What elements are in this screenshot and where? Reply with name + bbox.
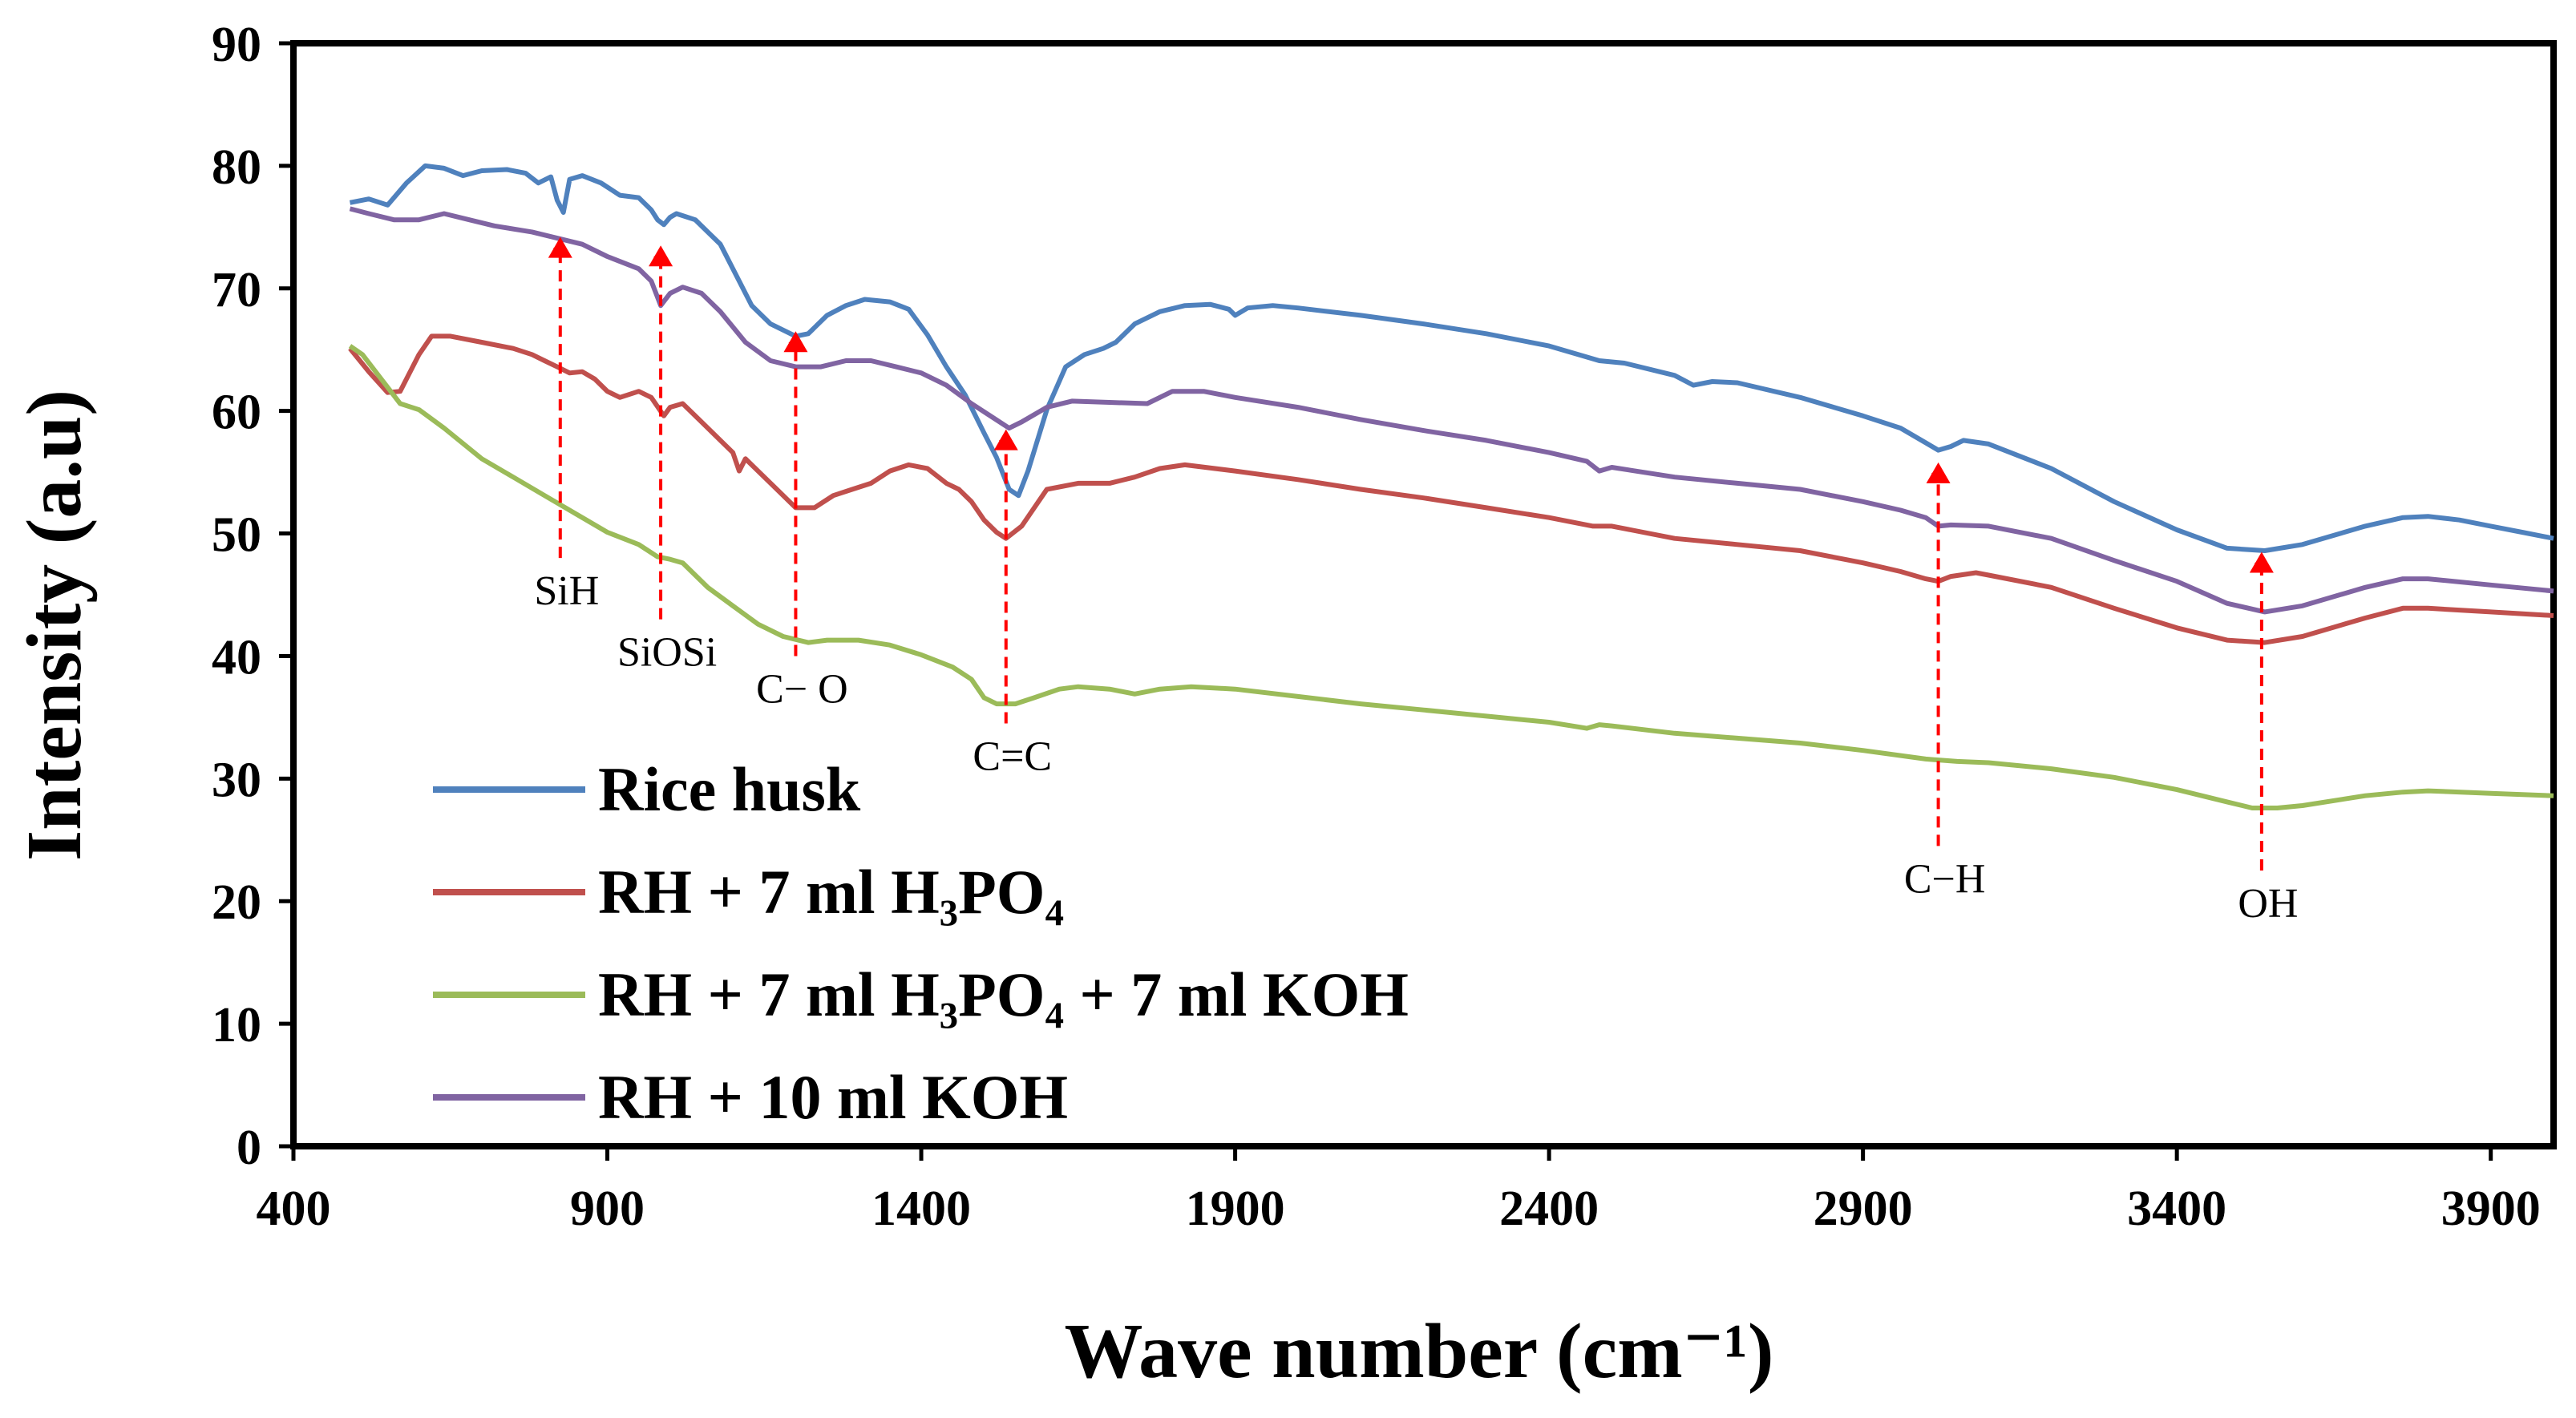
y-tick-label: 80 — [212, 140, 261, 195]
x-tick-label: 1400 — [871, 1182, 971, 1236]
x-tick-label: 3400 — [2127, 1182, 2226, 1236]
series-line-3 — [348, 344, 2554, 810]
series-line-4 — [349, 206, 2554, 615]
annotation-label: SiH — [534, 568, 599, 614]
annotation-label: C=C — [973, 734, 1052, 780]
annotation-label: C−H — [1904, 856, 1986, 902]
x-axis-title: Wave number (cm⁻¹) — [1065, 1308, 1774, 1395]
y-tick-label: 60 — [212, 386, 261, 440]
legend-label-2: RH + 7 ml H₃PO₄ — [598, 857, 1064, 927]
y-tick-label: 20 — [212, 875, 261, 930]
x-tick-label: 2400 — [1499, 1182, 1599, 1236]
y-axis-title: Intensity (a.u) — [11, 390, 98, 861]
x-tick-label: 2900 — [1814, 1182, 1913, 1236]
y-tick-label: 40 — [212, 630, 261, 685]
annotation-label: C− O — [756, 666, 848, 712]
annotation-label: OH — [2238, 881, 2298, 927]
annotation-arrowhead — [548, 236, 572, 258]
annotation-arrowhead — [649, 245, 673, 267]
annotation-arrowhead — [993, 429, 1018, 450]
x-tick-label: 3900 — [2441, 1182, 2541, 1236]
annotation-arrowhead — [2249, 551, 2274, 573]
legend-label-3: RH + 7 ml H₃PO₄ + 7 ml KOH — [598, 959, 1409, 1029]
annotation-label: SiOSi — [617, 630, 717, 676]
annotation-arrowhead — [783, 331, 808, 353]
legend-label-1: Rice husk — [598, 754, 861, 824]
y-tick-label: 90 — [212, 18, 261, 72]
series-line-1 — [349, 163, 2554, 553]
annotation-arrowhead — [1926, 462, 1951, 483]
plot-frame — [290, 40, 2557, 1149]
x-tick-label: 1900 — [1186, 1182, 1285, 1236]
y-tick-label: 0 — [237, 1121, 261, 1175]
x-tick-label: 400 — [257, 1182, 331, 1236]
y-tick-label: 50 — [212, 508, 261, 563]
x-tick-label: 900 — [570, 1182, 645, 1236]
legend-label-4: RH + 10 ml KOH — [598, 1062, 1068, 1132]
series-line-2 — [348, 333, 2554, 645]
y-tick-label: 70 — [212, 263, 261, 317]
y-tick-label: 30 — [212, 753, 261, 807]
y-tick-label: 10 — [212, 998, 261, 1052]
